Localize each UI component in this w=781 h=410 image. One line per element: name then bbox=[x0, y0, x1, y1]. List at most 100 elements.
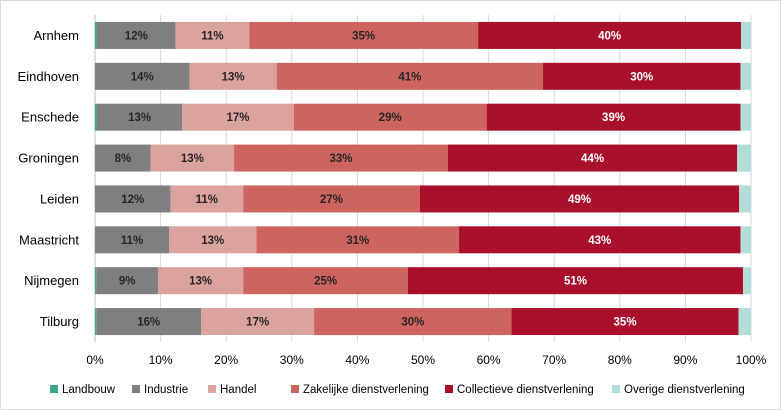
data-label: 30% bbox=[630, 71, 653, 83]
data-label: 11% bbox=[201, 30, 223, 42]
category-label: Tilburg bbox=[40, 314, 79, 329]
legend-swatch-landbouw bbox=[50, 385, 58, 393]
bar-segment-landbouw bbox=[95, 21, 97, 49]
x-tick-label: 80% bbox=[608, 353, 632, 367]
x-tick-label: 40% bbox=[345, 353, 369, 367]
bar-segment-industrie bbox=[95, 144, 151, 172]
x-tick-label: 20% bbox=[214, 353, 238, 367]
data-label: 33% bbox=[329, 153, 352, 165]
bar-segment-industrie bbox=[95, 226, 170, 254]
x-tick-label: 90% bbox=[673, 353, 697, 367]
x-tick-label: 70% bbox=[542, 353, 566, 367]
bar-segment-industrie bbox=[95, 185, 171, 213]
legend-label: Industrie bbox=[144, 384, 188, 396]
data-label: 40% bbox=[598, 30, 621, 42]
data-label: 17% bbox=[226, 112, 249, 124]
bar-segment-zakelijke-dienstverlening bbox=[256, 226, 460, 254]
data-label: 41% bbox=[398, 71, 421, 83]
data-label: 49% bbox=[568, 194, 591, 206]
category-label: Enschede bbox=[21, 110, 79, 125]
category-label: Maastricht bbox=[19, 232, 79, 247]
data-label: 17% bbox=[246, 317, 269, 329]
bar-segment-zakelijke-dienstverlening bbox=[314, 308, 512, 336]
legend-label: Handel bbox=[220, 384, 256, 396]
bar-segment-overige-dienstverlening bbox=[743, 267, 751, 295]
value-axis: 0% 10% 20% 30% 40% 50% 60% 70% 80% 90% 100% bbox=[86, 353, 766, 367]
legend-label: Zakelijke dienstverlening bbox=[303, 384, 429, 396]
x-tick-label: 30% bbox=[280, 353, 304, 367]
bar-segment-overige-dienstverlening bbox=[739, 185, 751, 213]
data-label: 44% bbox=[581, 153, 604, 165]
bar-segment-collectieve-dienstverlening bbox=[486, 103, 741, 131]
legend-swatch-overige-dienstverlening bbox=[612, 385, 620, 393]
bar-segment-landbouw bbox=[95, 103, 97, 131]
category-label: Nijmegen bbox=[24, 273, 79, 288]
bar-series: 12% 11% 35% 40% 14% 13% 41% 30% 13% 17% 29% 39% 8% 13… bbox=[95, 21, 751, 336]
data-label: 39% bbox=[602, 112, 625, 124]
bar-segment-overige-dienstverlening bbox=[740, 226, 751, 254]
data-label: 12% bbox=[121, 194, 144, 206]
data-label: 11% bbox=[196, 194, 218, 206]
data-label: 11% bbox=[121, 235, 143, 247]
bar-segment-collectieve-dienstverlening bbox=[511, 308, 739, 336]
bar-segment-overige-dienstverlening bbox=[740, 62, 751, 90]
data-label: 13% bbox=[128, 112, 151, 124]
bar-segment-industrie bbox=[95, 62, 190, 90]
x-tick-label: 100% bbox=[736, 353, 767, 367]
bar-segment-zakelijke-dienstverlening bbox=[276, 62, 544, 90]
bar-segment-landbouw bbox=[95, 308, 97, 336]
bar-segment-collectieve-dienstverlening bbox=[419, 185, 740, 213]
bar-segment-handel bbox=[175, 21, 250, 49]
bar-segment-overige-dienstverlening bbox=[740, 103, 751, 131]
data-label: 29% bbox=[379, 112, 402, 124]
data-label: 35% bbox=[352, 30, 375, 42]
data-label: 14% bbox=[131, 71, 154, 83]
data-label: 31% bbox=[346, 235, 369, 247]
bar-segment-collectieve-dienstverlening bbox=[459, 226, 741, 254]
bar-segment-industrie bbox=[96, 103, 183, 131]
bar-segment-handel bbox=[157, 267, 244, 295]
data-label: 16% bbox=[137, 317, 160, 329]
data-label: 13% bbox=[201, 235, 224, 247]
category-label: Eindhoven bbox=[18, 69, 79, 84]
category-label: Leiden bbox=[40, 191, 79, 206]
x-tick-label: 10% bbox=[149, 353, 173, 367]
data-label: 13% bbox=[181, 153, 204, 165]
bar-segment-handel bbox=[201, 308, 315, 336]
bar-segment-zakelijke-dienstverlening bbox=[293, 103, 487, 131]
data-label: 30% bbox=[401, 317, 424, 329]
data-label: 9% bbox=[119, 276, 136, 288]
x-tick-label: 0% bbox=[86, 353, 104, 367]
data-label: 51% bbox=[564, 276, 587, 288]
bar-segment-industrie bbox=[96, 308, 202, 336]
bar-segment-handel bbox=[169, 226, 257, 254]
data-label: 27% bbox=[320, 194, 343, 206]
data-label: 8% bbox=[115, 153, 132, 165]
category-label: Groningen bbox=[18, 151, 79, 166]
bar-segment-collectieve-dienstverlening bbox=[478, 21, 742, 49]
legend-swatch-industrie bbox=[132, 385, 140, 393]
bar-segment-zakelijke-dienstverlening bbox=[243, 185, 420, 213]
legend-label: Overige dienstverlening bbox=[624, 384, 745, 396]
data-label: 35% bbox=[614, 317, 637, 329]
category-axis: Arnhem Eindhoven Enschede Groningen Leiden Ma… bbox=[18, 28, 80, 329]
data-label: 13% bbox=[222, 71, 245, 83]
data-label: 43% bbox=[588, 235, 611, 247]
legend-label: Collectieve dienstverlening bbox=[457, 384, 594, 396]
bar-segment-overige-dienstverlening bbox=[741, 21, 751, 49]
bar-segment-zakelijke-dienstverlening bbox=[234, 144, 448, 172]
legend: Landbouw Industrie Handel Zakelijke dienstv… bbox=[50, 384, 745, 396]
data-label: 13% bbox=[189, 276, 212, 288]
bar-segment-overige-dienstverlening bbox=[737, 144, 751, 172]
bar-segment-zakelijke-dienstverlening bbox=[249, 21, 479, 49]
legend-swatch-collectieve-dienstverlening bbox=[445, 385, 453, 393]
x-tick-label: 50% bbox=[411, 353, 435, 367]
bar-segment-collectieve-dienstverlening bbox=[407, 267, 744, 295]
bar-segment-overige-dienstverlening bbox=[738, 308, 751, 336]
bar-segment-handel bbox=[189, 62, 277, 90]
data-label: 25% bbox=[314, 276, 337, 288]
bar-segment-handel bbox=[170, 185, 244, 213]
legend-label: Landbouw bbox=[62, 384, 116, 396]
data-label: 12% bbox=[125, 30, 148, 42]
bar-segment-collectieve-dienstverlening bbox=[447, 144, 738, 172]
